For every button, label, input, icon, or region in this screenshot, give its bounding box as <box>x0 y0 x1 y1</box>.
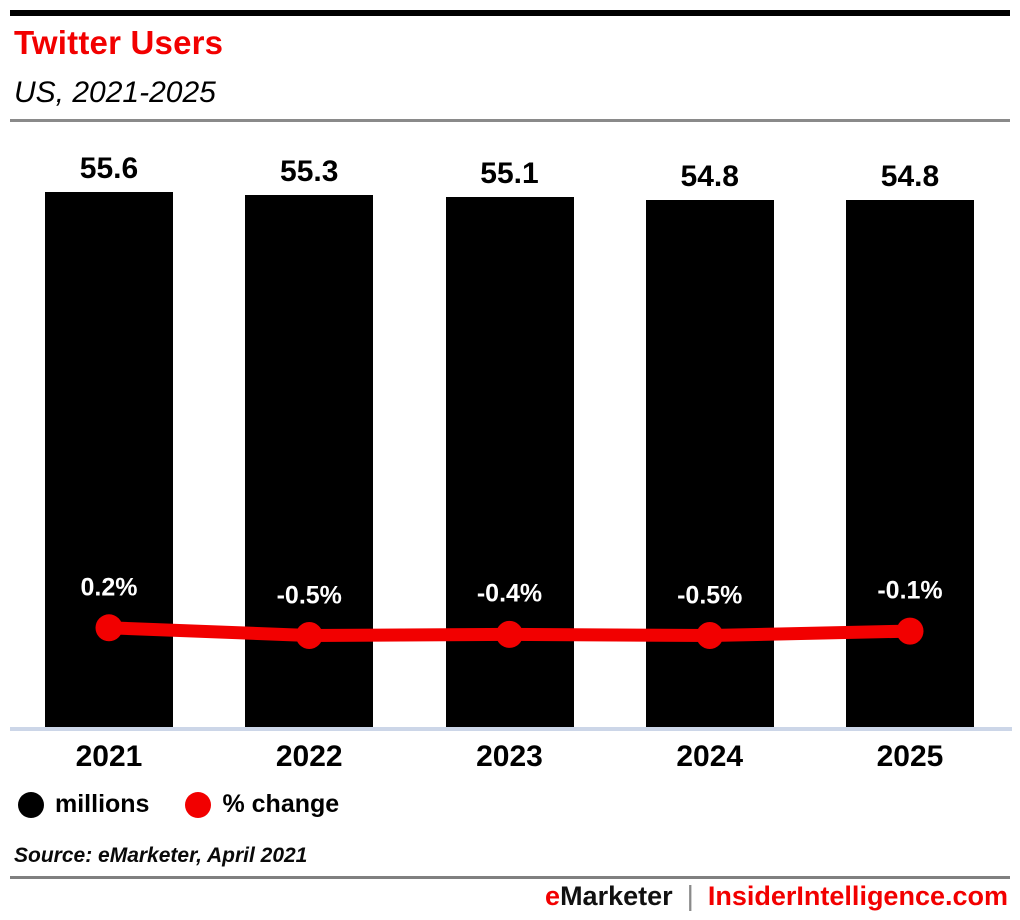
millions-dot-icon <box>18 791 44 818</box>
pct-change-label-2021: 0.2% <box>80 573 138 602</box>
footer-rule <box>10 876 1010 879</box>
data-point-2024 <box>696 622 724 649</box>
x-axis-line <box>10 727 1012 731</box>
footer-separator: | <box>686 880 694 911</box>
x-axis-label-2025: 2025 <box>876 740 944 773</box>
x-axis-label-2023: 2023 <box>476 740 543 773</box>
bar-value-label-2025: 54.8 <box>880 159 940 193</box>
emarketer-logo-e: e <box>545 880 561 911</box>
chart-subtitle: US, 2021-2025 <box>14 76 216 109</box>
insider-intelligence-link[interactable]: InsiderIntelligence.com <box>707 880 1008 911</box>
x-axis-label-2022: 2022 <box>275 740 343 773</box>
data-point-2022 <box>295 622 323 649</box>
pct-change-label-2024: -0.5% <box>677 581 743 609</box>
footer-branding: eMarketer | InsiderIntelligence.com <box>545 880 1008 912</box>
bar-value-label-2024: 54.8 <box>680 159 739 193</box>
header-rule <box>10 119 1010 122</box>
bar-value-label-2022: 55.3 <box>280 155 339 188</box>
chart-title: Twitter Users <box>14 24 224 61</box>
pct-change-dot-icon <box>185 791 212 818</box>
x-axis-label-2021: 2021 <box>75 740 143 773</box>
chart-legend: millions % change <box>18 790 339 819</box>
source-note: Source: eMarketer, April 2021 <box>14 844 308 867</box>
pct-change-label-2025: -0.1% <box>877 576 943 605</box>
pct-change-label-2022: -0.5% <box>276 581 342 609</box>
legend-label-millions: millions <box>55 790 150 818</box>
data-point-2023 <box>496 620 523 648</box>
legend-label-pct-change: % change <box>222 790 340 818</box>
legend-item-pct-change: % change <box>185 790 339 819</box>
data-point-2025 <box>896 617 924 645</box>
x-axis-label-2024: 2024 <box>676 740 744 773</box>
emarketer-logo-rest: Marketer <box>560 880 673 911</box>
emarketer-logo: eMarketer <box>545 881 673 912</box>
pct-change-label-2023: -0.4% <box>476 579 543 608</box>
bar-value-label-2023: 55.1 <box>480 156 539 190</box>
legend-item-millions: millions <box>18 790 149 819</box>
top-rule <box>10 10 1010 16</box>
bar-value-label-2021: 55.6 <box>79 152 139 186</box>
data-point-2021 <box>95 614 123 642</box>
